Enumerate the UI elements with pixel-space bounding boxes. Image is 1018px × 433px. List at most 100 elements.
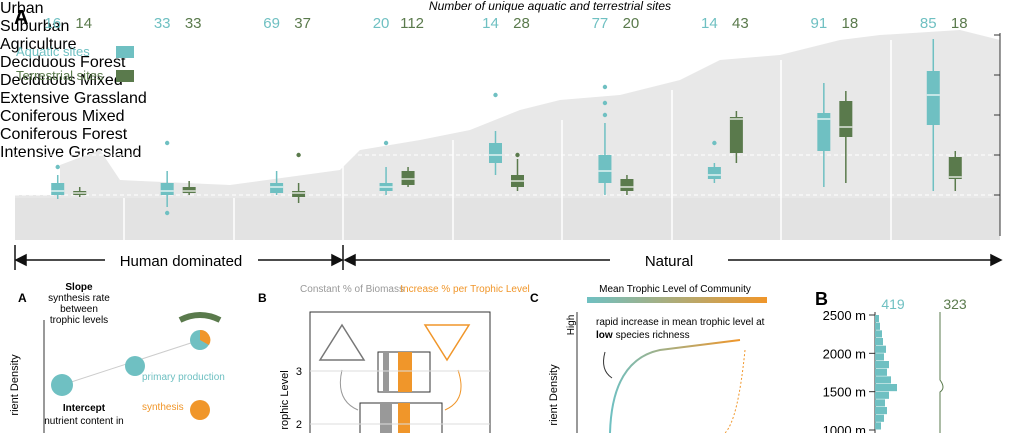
category-label: Intensive Grassland [0,144,142,161]
box [707,167,721,179]
n-terrestrial: 33 [185,15,202,32]
n-terrestrial: 28 [513,15,530,32]
outlier [515,152,520,158]
legend-item: Aquatic sites [16,40,134,64]
note-bold: low [596,330,613,341]
box [817,113,831,151]
panel-label: A [14,7,28,29]
n-aquatic: 33 [154,15,171,32]
high: High [566,315,577,336]
outlier [55,164,60,170]
y-tick-label: 1500 m [823,385,866,400]
category-label: Suburban [0,18,70,35]
n-terrestrial: 112 [400,15,424,32]
n-terrestrial: 43 [732,15,749,32]
constant: Constant % of Biomass [300,284,404,295]
synthesis: synthesis [142,402,184,413]
gradient-label: Mean Trophic Level of Community [599,284,751,295]
hist-bar [875,322,880,330]
legend-text: Terrestrial sites [16,68,104,83]
n-aquatic: 419 [881,296,905,312]
n-aquatic: 85 [920,15,937,32]
header: Number of unique aquatic and terrestrial… [429,0,671,13]
n-aquatic: 14 [482,15,499,32]
panel-label: B [258,291,267,305]
box [160,183,174,195]
n-terrestrial: 18 [951,15,968,32]
n-terrestrial: 18 [841,15,858,32]
concept-c-art [603,339,746,433]
box [948,157,962,179]
hist-bar [875,345,886,353]
terrestrial-density [939,312,944,433]
hist-bar [875,422,881,430]
concept-b-ticks: 32 [296,366,490,431]
box [598,155,612,183]
outlier [164,210,170,216]
hist-bar [875,368,887,376]
legend: Aquatic sites Terrestrial sites [16,40,134,88]
n-aquatic: 14 [701,15,718,32]
concept-b-art [318,323,471,433]
hist-bar [875,338,883,346]
outlier [602,100,608,106]
box [839,101,853,137]
legend-text: Aquatic sites [16,44,90,59]
category-label: Deciduous Mixed [0,72,123,89]
category-label: Coniferous Forest [0,126,128,143]
box [489,143,502,163]
box [926,71,940,125]
hist-bar [875,384,897,392]
note: rapid increase in mean trophic level at l… [596,317,765,341]
natural-label: Natural [645,253,693,270]
category-label: Coniferous Mixed [0,108,125,125]
hist-bar [875,407,887,415]
category-label: Extensive Grassland [0,90,147,107]
y-label: rient Density [548,364,560,426]
y-tick-label: 1000 m [823,423,866,433]
outlier [602,84,608,90]
note-post: species richness [616,330,690,341]
note-pre: rapid increase in mean trophic level at [596,317,765,328]
outlier [164,140,170,146]
outlier [712,140,717,146]
landscape [15,30,1000,240]
n-terrestrial: 323 [943,296,967,312]
range-arrows [14,245,1003,270]
y-label: rient Density [9,354,21,416]
intercept: Intercept [63,403,106,414]
ground [15,198,1000,240]
y-tick-label: 3 [296,366,302,378]
hist-bar [875,399,885,407]
y-tick-label: 2500 m [823,308,866,323]
n-aquatic: 69 [263,15,280,32]
hist-bar [875,414,884,422]
n-terrestrial: 20 [623,15,640,32]
frame [309,311,491,433]
human-label: Human dominated [120,253,243,270]
box [729,117,743,153]
category-label: Agriculture [0,36,77,53]
n-aquatic: 16 [44,15,61,32]
n-aquatic: 77 [592,15,609,32]
hist-bar [875,376,891,384]
outlier [493,92,498,98]
primary: primary production [142,372,225,383]
increase: Increase % per Trophic Level [400,284,530,295]
slope: Slope [65,282,93,293]
legend-item: Terrestrial sites [16,64,134,88]
slope-text: synthesis rate between trophic levels [48,293,110,326]
outlier [296,152,301,158]
n-terrestrial: 14 [75,15,92,32]
legend-swatch [116,46,134,58]
panel-a-plot: 16 14 33 33 69 37 20 112 14 28 77 20 14 43 91 18 85 18 [15,15,1000,216]
category-labels: Urban Suburban Agriculture Deciduous Forest… [0,0,1018,162]
box [182,187,196,193]
hist-bar [875,391,889,399]
category-label: Deciduous Forest [0,54,126,71]
box [620,179,634,191]
box [401,171,415,185]
box [292,191,306,197]
